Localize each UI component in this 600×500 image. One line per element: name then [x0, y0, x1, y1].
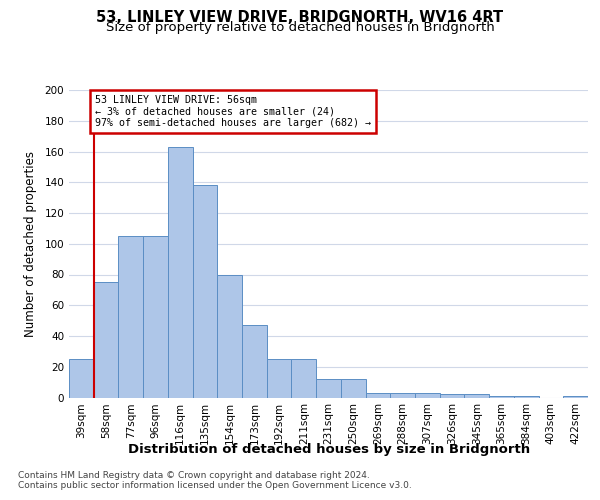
- Bar: [514, 396, 539, 398]
- Bar: [242, 325, 267, 398]
- Text: Size of property relative to detached houses in Bridgnorth: Size of property relative to detached ho…: [106, 21, 494, 34]
- Bar: [365, 393, 390, 398]
- Text: Contains HM Land Registry data © Crown copyright and database right 2024.
Contai: Contains HM Land Registry data © Crown c…: [18, 471, 412, 490]
- Text: 53, LINLEY VIEW DRIVE, BRIDGNORTH, WV16 4RT: 53, LINLEY VIEW DRIVE, BRIDGNORTH, WV16 …: [97, 10, 503, 25]
- Bar: [217, 274, 242, 398]
- Bar: [168, 147, 193, 398]
- Bar: [292, 359, 316, 398]
- Bar: [390, 393, 415, 398]
- Text: 53 LINLEY VIEW DRIVE: 56sqm
← 3% of detached houses are smaller (24)
97% of semi: 53 LINLEY VIEW DRIVE: 56sqm ← 3% of deta…: [95, 94, 371, 128]
- Bar: [316, 379, 341, 398]
- Bar: [267, 359, 292, 398]
- Text: Distribution of detached houses by size in Bridgnorth: Distribution of detached houses by size …: [128, 442, 530, 456]
- Bar: [118, 236, 143, 398]
- Bar: [341, 379, 365, 398]
- Bar: [464, 394, 489, 398]
- Bar: [94, 282, 118, 398]
- Bar: [69, 359, 94, 398]
- Bar: [415, 393, 440, 398]
- Bar: [440, 394, 464, 398]
- Y-axis label: Number of detached properties: Number of detached properties: [25, 151, 37, 337]
- Bar: [563, 396, 588, 398]
- Bar: [193, 186, 217, 398]
- Bar: [489, 396, 514, 398]
- Bar: [143, 236, 168, 398]
